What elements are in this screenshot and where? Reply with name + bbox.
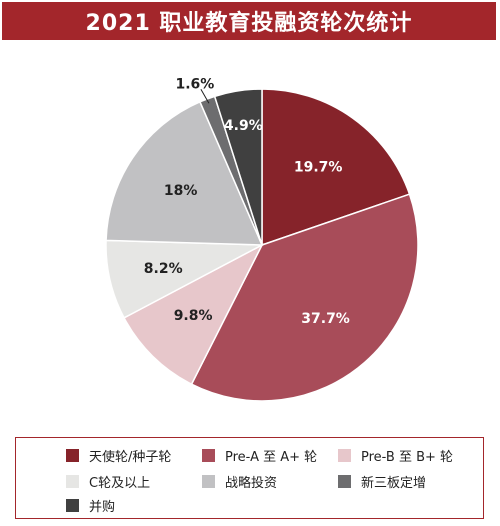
chart-title: 2021 职业教育投融资轮次统计	[85, 11, 413, 36]
legend-item: 天使轮/种子轮	[66, 446, 171, 465]
legend-label: C轮及以上	[89, 476, 151, 491]
data-label: 8.2%	[144, 261, 183, 277]
pie-slice	[105, 100, 264, 246]
data-label: 19.7%	[294, 159, 343, 175]
legend-label: 战略投资	[225, 476, 278, 491]
pie-slice	[190, 193, 419, 402]
data-label: 18%	[164, 183, 198, 199]
legend-label: Pre-A 至 A+ 轮	[225, 450, 318, 465]
data-label: 4.9%	[224, 118, 263, 134]
leader-line	[200, 89, 210, 104]
data-label: 9.8%	[174, 308, 213, 324]
legend-item: Pre-B 至 B+ 轮	[338, 446, 453, 465]
legend-swatch	[66, 449, 79, 462]
data-label: 37.7%	[301, 311, 350, 327]
legend-swatch	[338, 475, 351, 488]
legend-label: 并购	[89, 500, 116, 515]
legend-label: 新三板定增	[361, 476, 427, 491]
legend-item: Pre-A 至 A+ 轮	[202, 446, 317, 465]
pie-slice	[213, 88, 263, 246]
legend: 天使轮/种子轮 Pre-A 至 A+ 轮 Pre-B 至 B+ 轮 C轮及以上 战略投资…	[15, 437, 484, 519]
legend-label: Pre-B 至 B+ 轮	[361, 450, 454, 465]
pie-slice	[123, 243, 264, 386]
pie-chart: 19.7% 37.7% 9.8% 8.2% 18% 1.6% 4.9%	[105, 76, 419, 402]
legend-swatch	[202, 475, 215, 488]
legend-swatch	[338, 449, 351, 462]
legend-item: C轮及以上	[66, 472, 150, 491]
legend-swatch	[66, 475, 79, 488]
legend-item: 并购	[66, 496, 115, 515]
data-label: 1.6%	[175, 76, 214, 92]
legend-swatch	[66, 499, 79, 512]
title-bar: 2021 职业教育投融资轮次统计	[2, 2, 496, 40]
legend-swatch	[202, 449, 215, 462]
legend-item: 战略投资	[202, 472, 277, 491]
pie-slice	[261, 88, 411, 247]
legend-item: 新三板定增	[338, 472, 426, 491]
legend-label: 天使轮/种子轮	[89, 450, 172, 465]
